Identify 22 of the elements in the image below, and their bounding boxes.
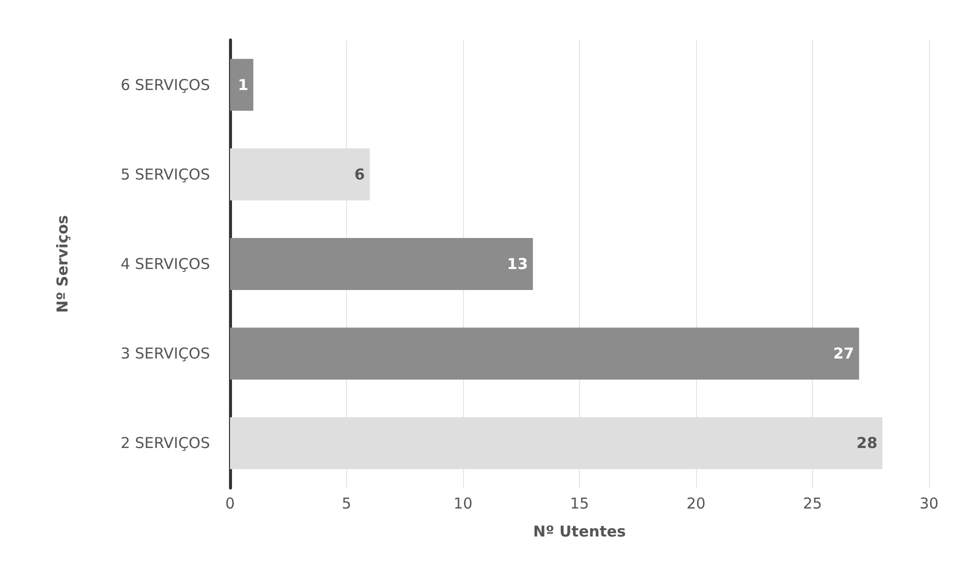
x-tick-label: 5 xyxy=(342,494,352,512)
data-label: 27 xyxy=(833,344,854,363)
y-tick-label: 4 SERVIÇOS xyxy=(120,255,210,273)
x-tick-label: 15 xyxy=(570,494,590,512)
x-axis-title: Nº Utentes xyxy=(533,522,626,540)
data-label: 6 xyxy=(354,165,365,184)
y-tick-label: 3 SERVIÇOS xyxy=(120,344,210,363)
y-axis-title: Nº Serviços xyxy=(54,215,72,313)
x-tick-label: 10 xyxy=(453,494,473,512)
bar xyxy=(230,58,254,111)
data-label: 28 xyxy=(856,434,878,452)
x-tick-label: 20 xyxy=(686,494,706,512)
x-tick-label: 0 xyxy=(225,494,235,512)
bar xyxy=(230,328,860,380)
bar xyxy=(230,238,533,290)
y-tick-label: 6 SERVIÇOS xyxy=(120,76,210,94)
y-tick-label: 5 SERVIÇOS xyxy=(120,165,210,184)
data-label: 13 xyxy=(507,255,528,273)
y-tick-label: 2 SERVIÇOS xyxy=(120,434,210,452)
data-label: 1 xyxy=(238,76,248,94)
x-tick-label: 25 xyxy=(802,494,822,512)
x-tick-label: 30 xyxy=(919,494,939,512)
